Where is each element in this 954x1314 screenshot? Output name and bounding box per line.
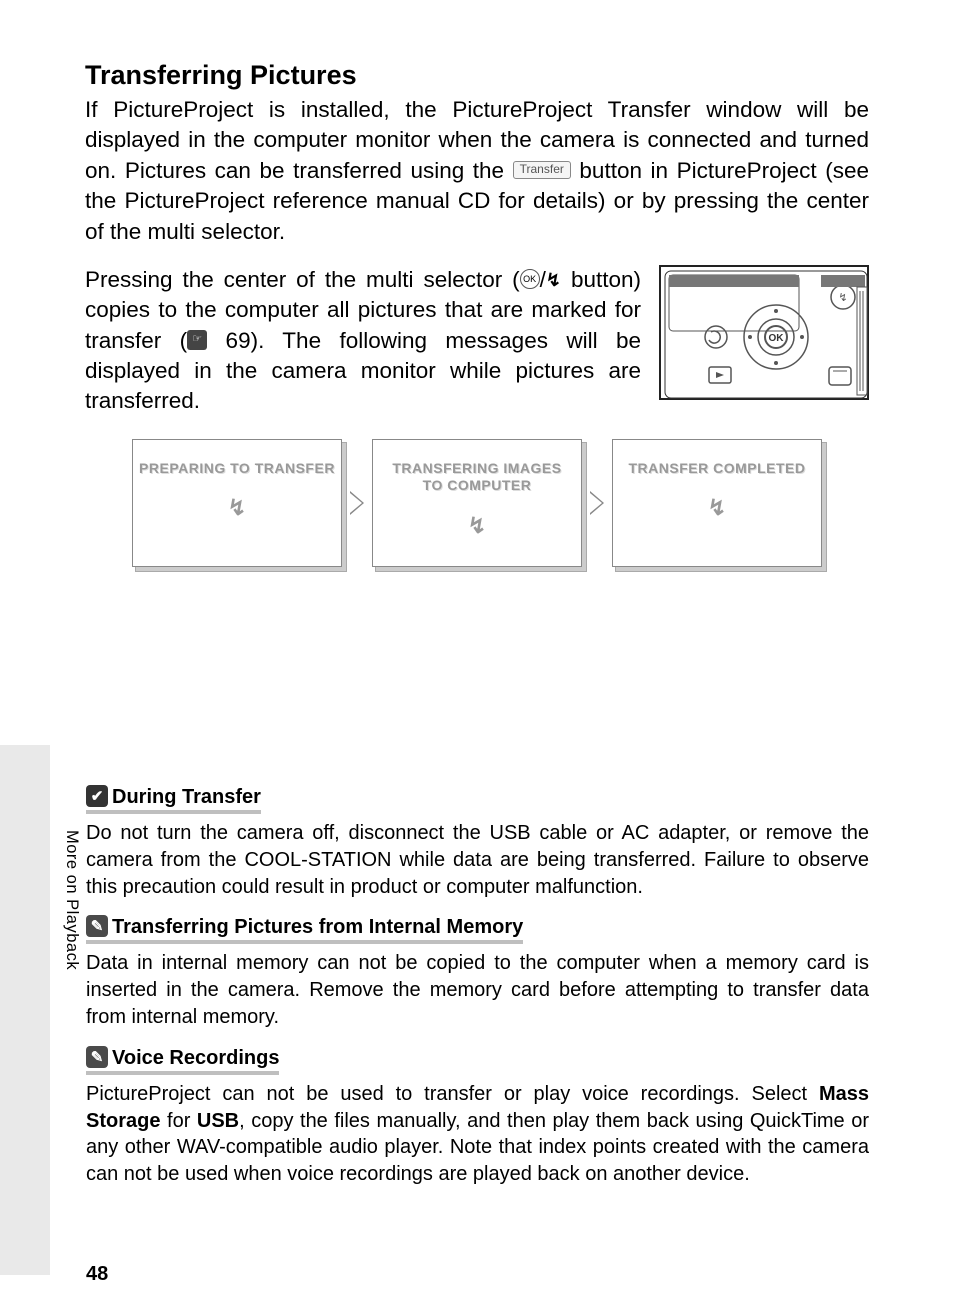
- transfer-icon: ↯: [228, 495, 246, 521]
- para2-a: Pressing the center of the multi selecto…: [85, 267, 520, 292]
- paragraph-with-illustration: Pressing the center of the multi selecto…: [85, 265, 869, 417]
- svg-text:OK: OK: [769, 333, 785, 344]
- note-internal-memory: ✎Transferring Pictures from Internal Mem…: [86, 916, 869, 1030]
- note-voice-recordings: ✎Voice Recordings PictureProject can not…: [86, 1047, 869, 1188]
- page-number: 48: [86, 1263, 108, 1286]
- note-title: Voice Recordings: [112, 1047, 279, 1069]
- note-during-transfer: ✔During Transfer Do not turn the camera …: [86, 786, 869, 900]
- intro-paragraph: If PictureProject is installed, the Pict…: [85, 95, 869, 247]
- transfer-icon: ↯: [708, 495, 726, 521]
- camera-back-illustration: OK ↯: [659, 265, 869, 400]
- note-heading: ✔During Transfer: [86, 786, 261, 814]
- notes-section: ✔During Transfer Do not turn the camera …: [86, 786, 869, 1204]
- note-body: Data in internal memory can not be copie…: [86, 950, 869, 1030]
- transfer-message-screens: PREPARING TO TRANSFER ↯ TRANSFERING IMAG…: [85, 439, 869, 567]
- section-tab: [0, 745, 50, 1275]
- transfer-icon: ↯: [546, 268, 561, 292]
- screen-label: TRANSFER COMPLETED: [629, 460, 806, 478]
- note-heading: ✎Transferring Pictures from Internal Mem…: [86, 916, 523, 944]
- transfer-icon: ↯: [468, 513, 486, 539]
- note-body: PictureProject can not be used to transf…: [86, 1081, 869, 1188]
- section-heading: Transferring Pictures: [85, 60, 869, 91]
- screen-label-line1: TRANSFER COMPLETED: [629, 460, 806, 476]
- arrow-right-icon: [350, 491, 364, 515]
- note-title: During Transfer: [112, 786, 261, 808]
- screen-label-line2: TO COMPUTER: [423, 477, 532, 493]
- screen-label-line1: PREPARING TO TRANSFER: [139, 460, 335, 476]
- check-icon: ✔: [86, 785, 108, 807]
- screen-label: PREPARING TO TRANSFER: [139, 460, 335, 478]
- pencil-icon: ✎: [86, 915, 108, 937]
- screen-preparing: PREPARING TO TRANSFER ↯: [132, 439, 342, 567]
- page-reference-icon: ☞: [187, 330, 207, 350]
- screen-label: TRANSFERING IMAGES TO COMPUTER: [392, 460, 561, 495]
- screen-completed: TRANSFER COMPLETED ↯: [612, 439, 822, 567]
- transfer-button-graphic: Transfer: [513, 161, 571, 179]
- screen-transferring: TRANSFERING IMAGES TO COMPUTER ↯: [372, 439, 582, 567]
- pencil-icon: ✎: [86, 1046, 108, 1068]
- arrow-right-icon: [590, 491, 604, 515]
- note-body: Do not turn the camera off, disconnect t…: [86, 820, 869, 900]
- para2-text: Pressing the center of the multi selecto…: [85, 265, 641, 417]
- note-title: Transferring Pictures from Internal Memo…: [112, 916, 523, 938]
- screen-label-line1: TRANSFERING IMAGES: [392, 460, 561, 476]
- svg-text:↯: ↯: [838, 292, 847, 304]
- ok-button-icon: OK: [520, 269, 540, 289]
- side-section-label: More on Playback: [62, 830, 81, 970]
- note-heading: ✎Voice Recordings: [86, 1047, 279, 1075]
